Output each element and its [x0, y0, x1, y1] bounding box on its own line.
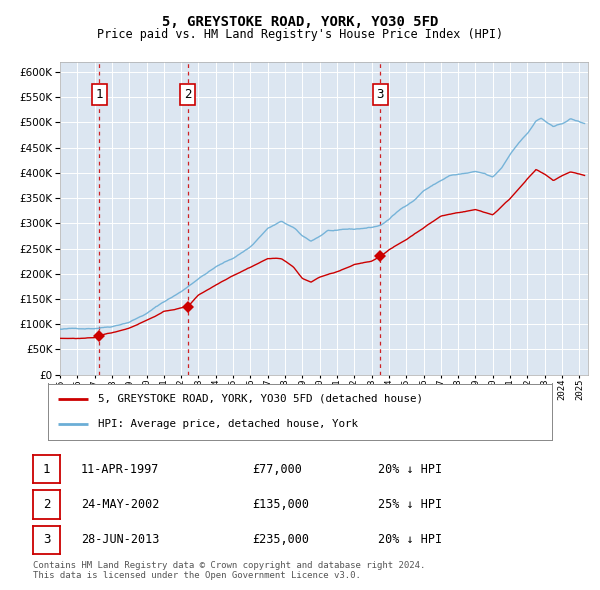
Text: £77,000: £77,000: [252, 463, 302, 476]
Text: HPI: Average price, detached house, York: HPI: Average price, detached house, York: [98, 419, 358, 430]
Text: 28-JUN-2013: 28-JUN-2013: [81, 533, 160, 546]
Text: 5, GREYSTOKE ROAD, YORK, YO30 5FD (detached house): 5, GREYSTOKE ROAD, YORK, YO30 5FD (detac…: [98, 394, 424, 404]
Text: Contains HM Land Registry data © Crown copyright and database right 2024.: Contains HM Land Registry data © Crown c…: [33, 560, 425, 569]
Text: Price paid vs. HM Land Registry's House Price Index (HPI): Price paid vs. HM Land Registry's House …: [97, 28, 503, 41]
Text: 1: 1: [43, 463, 50, 476]
Text: 20% ↓ HPI: 20% ↓ HPI: [378, 533, 442, 546]
Text: 5, GREYSTOKE ROAD, YORK, YO30 5FD: 5, GREYSTOKE ROAD, YORK, YO30 5FD: [162, 15, 438, 29]
Text: 3: 3: [376, 88, 384, 101]
Text: 2: 2: [184, 88, 191, 101]
Text: £135,000: £135,000: [252, 498, 309, 511]
Text: 25% ↓ HPI: 25% ↓ HPI: [378, 498, 442, 511]
Text: 2: 2: [43, 498, 50, 511]
Text: 11-APR-1997: 11-APR-1997: [81, 463, 160, 476]
Text: 3: 3: [43, 533, 50, 546]
Text: 20% ↓ HPI: 20% ↓ HPI: [378, 463, 442, 476]
Text: £235,000: £235,000: [252, 533, 309, 546]
Text: 1: 1: [96, 88, 103, 101]
Text: 24-MAY-2002: 24-MAY-2002: [81, 498, 160, 511]
Text: This data is licensed under the Open Government Licence v3.0.: This data is licensed under the Open Gov…: [33, 571, 361, 580]
